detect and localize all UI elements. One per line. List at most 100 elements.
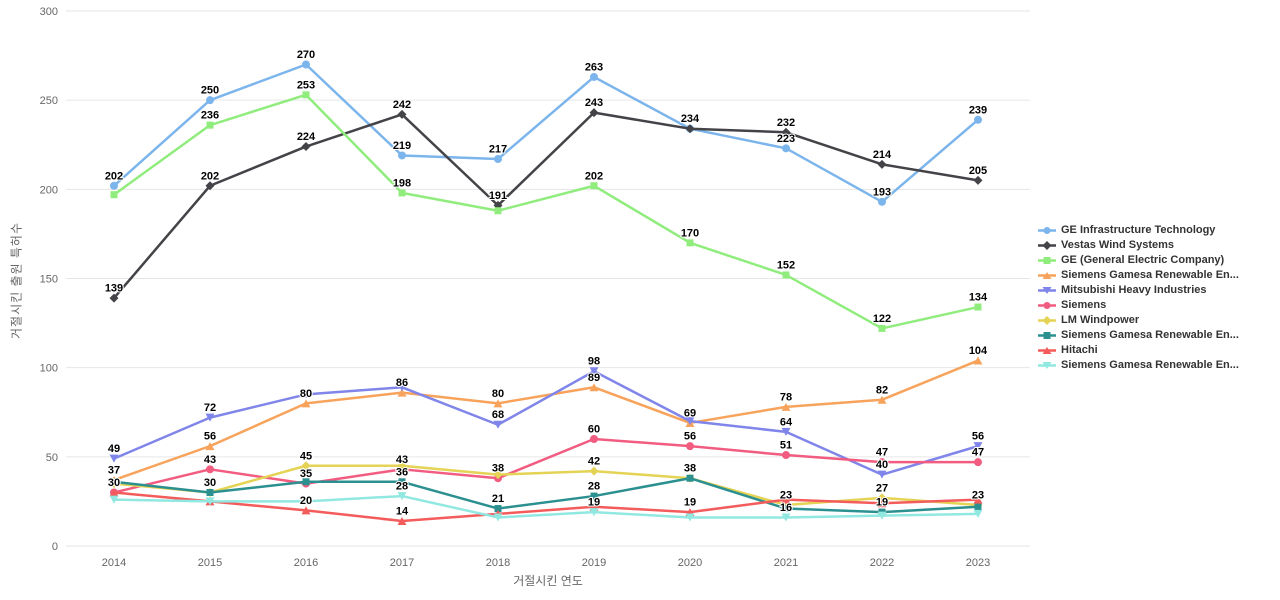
data-point[interactable] xyxy=(109,293,119,303)
data-point[interactable] xyxy=(974,503,982,511)
legend-item[interactable]: Siemens Gamesa Renewable En... xyxy=(1038,358,1239,373)
data-point[interactable] xyxy=(110,191,118,199)
data-label: 78 xyxy=(780,391,792,403)
data-point[interactable] xyxy=(782,271,790,279)
data-point[interactable] xyxy=(589,367,599,376)
data-point[interactable] xyxy=(877,499,887,508)
data-point[interactable] xyxy=(782,451,790,460)
legend-item[interactable]: Hitachi xyxy=(1038,343,1239,358)
data-point[interactable] xyxy=(494,155,502,164)
data-point[interactable] xyxy=(590,72,598,81)
data-point[interactable] xyxy=(302,91,310,99)
series-8 xyxy=(110,474,982,516)
data-point[interactable] xyxy=(686,239,694,247)
data-point[interactable] xyxy=(493,420,503,429)
legend-item[interactable]: Siemens xyxy=(1038,298,1239,313)
data-point[interactable] xyxy=(974,115,982,124)
data-point[interactable] xyxy=(589,466,599,476)
data-point[interactable] xyxy=(397,492,407,501)
data-point[interactable] xyxy=(398,189,406,197)
data-point[interactable] xyxy=(397,109,407,119)
data-point[interactable] xyxy=(589,508,599,517)
data-point[interactable] xyxy=(974,458,982,467)
data-point[interactable] xyxy=(302,60,310,69)
data-point[interactable] xyxy=(301,497,311,506)
data-point[interactable] xyxy=(877,493,887,503)
data-point[interactable] xyxy=(205,413,215,422)
data-point[interactable] xyxy=(398,151,406,160)
data-point[interactable] xyxy=(590,435,598,443)
data-point[interactable] xyxy=(685,513,695,522)
data-point[interactable] xyxy=(301,390,311,399)
data-point[interactable] xyxy=(973,356,983,365)
data-point[interactable] xyxy=(781,402,791,411)
data-point[interactable] xyxy=(397,388,407,397)
legend-item[interactable]: GE Infrastructure Technology xyxy=(1038,223,1239,238)
data-point[interactable] xyxy=(301,142,311,152)
data-point[interactable] xyxy=(877,470,887,479)
data-point[interactable] xyxy=(878,197,886,206)
data-point[interactable] xyxy=(493,399,503,408)
legend-item[interactable]: Vestas Wind Systems xyxy=(1038,238,1239,253)
data-point[interactable] xyxy=(589,383,599,392)
data-point[interactable] xyxy=(973,509,983,518)
legend-marker-icon xyxy=(1038,287,1056,294)
data-label: 104 xyxy=(969,345,988,357)
data-point[interactable] xyxy=(877,159,887,169)
data-point[interactable] xyxy=(206,489,214,496)
legend-item[interactable]: Siemens Gamesa Renewable En... xyxy=(1038,268,1239,283)
data-point[interactable] xyxy=(205,497,215,506)
data-point[interactable] xyxy=(782,144,790,153)
data-point[interactable] xyxy=(781,427,791,436)
data-point[interactable] xyxy=(590,492,598,500)
data-point[interactable] xyxy=(205,181,215,191)
data-point[interactable] xyxy=(493,513,503,522)
data-point[interactable] xyxy=(205,442,215,451)
data-point[interactable] xyxy=(685,417,695,426)
series-line xyxy=(112,369,980,476)
legend-item[interactable]: Mitsubishi Heavy Industries xyxy=(1038,283,1239,298)
data-point[interactable] xyxy=(206,121,214,129)
data-point[interactable] xyxy=(301,399,311,408)
legend-label: Hitachi xyxy=(1061,344,1098,356)
data-point[interactable] xyxy=(301,461,311,471)
data-point[interactable] xyxy=(781,127,791,137)
data-point[interactable] xyxy=(973,175,983,185)
data-point[interactable] xyxy=(494,505,502,513)
data-point[interactable] xyxy=(973,495,983,504)
data-point[interactable] xyxy=(878,458,886,467)
data-point[interactable] xyxy=(974,303,982,311)
data-point[interactable] xyxy=(109,488,119,497)
legend-item[interactable]: LM Windpower xyxy=(1038,313,1239,328)
data-point[interactable] xyxy=(590,182,598,190)
data-point[interactable] xyxy=(494,207,502,215)
data-point[interactable] xyxy=(398,478,406,486)
data-point[interactable] xyxy=(110,478,118,486)
data-point[interactable] xyxy=(686,474,694,482)
data-point[interactable] xyxy=(781,513,791,522)
data-point[interactable] xyxy=(877,511,887,520)
data-point[interactable] xyxy=(109,495,119,504)
data-point[interactable] xyxy=(589,108,599,118)
data-point[interactable] xyxy=(781,495,791,504)
data-point[interactable] xyxy=(493,470,503,480)
data-point[interactable] xyxy=(397,517,407,526)
legend-item[interactable]: GE (General Electric Company) xyxy=(1038,253,1239,268)
legend-item[interactable]: Siemens Gamesa Renewable En... xyxy=(1038,328,1239,343)
data-point[interactable] xyxy=(973,442,983,451)
series-line xyxy=(112,111,980,300)
data-point[interactable] xyxy=(686,442,694,451)
data-point[interactable] xyxy=(206,96,214,105)
data-point[interactable] xyxy=(110,181,118,190)
data-point[interactable] xyxy=(206,465,214,474)
data-point[interactable] xyxy=(397,461,407,471)
data-point[interactable] xyxy=(302,478,310,486)
data-point[interactable] xyxy=(301,506,311,515)
legend-label: Siemens Gamesa Renewable En... xyxy=(1061,269,1239,281)
data-point[interactable] xyxy=(109,454,119,463)
data-point[interactable] xyxy=(878,324,886,332)
data-point[interactable] xyxy=(877,395,887,404)
data-point[interactable] xyxy=(685,124,695,134)
data-point[interactable] xyxy=(397,383,407,392)
data-point[interactable] xyxy=(782,505,790,513)
